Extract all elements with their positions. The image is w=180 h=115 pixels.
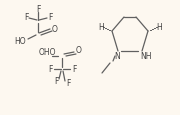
Text: OHO: OHO: [38, 48, 56, 57]
Text: F: F: [54, 77, 58, 86]
Text: O: O: [52, 24, 58, 33]
Text: F: F: [48, 13, 52, 22]
Text: H: H: [98, 22, 104, 31]
Text: N: N: [114, 52, 120, 61]
Text: O: O: [76, 46, 82, 55]
Text: F: F: [48, 65, 52, 74]
Text: F: F: [36, 5, 40, 14]
Text: F: F: [24, 13, 28, 22]
Text: NH: NH: [140, 52, 152, 61]
Text: HO: HO: [14, 37, 26, 46]
Text: F: F: [72, 65, 76, 74]
Text: H: H: [156, 22, 162, 31]
Text: F: F: [66, 79, 70, 88]
